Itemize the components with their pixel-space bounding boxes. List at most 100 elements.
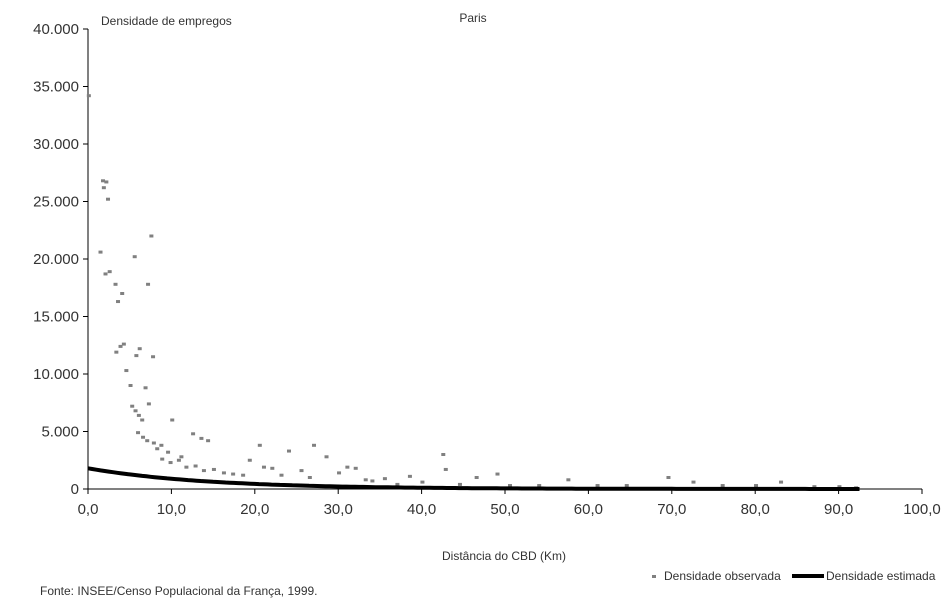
data-point [312, 444, 316, 447]
data-point [141, 436, 145, 439]
data-point [99, 251, 103, 254]
x-tick-label: 50,0 [490, 501, 519, 518]
data-point [308, 476, 312, 479]
data-point [184, 466, 188, 469]
data-point [177, 459, 181, 462]
x-tick-label: 100,0 [903, 501, 941, 518]
data-point [370, 479, 374, 482]
data-point [408, 475, 412, 478]
source-note: Fonte: INSEE/Censo Populacional da Franç… [40, 584, 318, 598]
data-point [152, 442, 156, 445]
legend-observed-label: Densidade observada [664, 569, 781, 583]
y-tick-label: 25.000 [33, 194, 79, 211]
data-point [136, 431, 140, 434]
data-point [191, 432, 195, 435]
data-point [258, 444, 262, 447]
data-point [149, 235, 153, 238]
data-point [666, 476, 670, 479]
data-point [383, 477, 387, 480]
legend-observed-marker [652, 575, 656, 578]
data-point [138, 347, 142, 350]
data-point [475, 476, 479, 479]
chart-title: Paris [459, 11, 486, 25]
x-tick-label: 70,0 [657, 501, 686, 518]
data-point [140, 419, 144, 422]
y-tick-label: 10.000 [33, 366, 79, 383]
data-point [420, 481, 424, 484]
y-tick-label: 20.000 [33, 251, 79, 268]
data-point [151, 355, 155, 358]
data-point [248, 459, 252, 462]
observed-points [87, 94, 858, 489]
data-point [108, 270, 112, 273]
data-point [155, 447, 159, 450]
y-tick-label: 5.000 [41, 424, 79, 441]
x-axis-label: Distância do CBD (Km) [442, 549, 566, 563]
x-tick-label: 60,0 [574, 501, 603, 518]
data-point [444, 468, 448, 471]
legend: Densidade observada Densidade estimada [652, 569, 936, 583]
y-axis-label: Densidade de empregos [101, 14, 232, 28]
x-tick-label: 40,0 [407, 501, 436, 518]
data-point [241, 474, 245, 477]
data-point [114, 283, 118, 286]
data-point [345, 466, 349, 469]
data-point [104, 272, 108, 275]
x-tick-label: 10,0 [157, 501, 186, 518]
x-tick-label: 80,0 [741, 501, 770, 518]
x-tick-label: 30,0 [324, 501, 353, 518]
data-point [754, 484, 758, 487]
data-point [166, 451, 170, 454]
data-point [566, 478, 570, 481]
data-point [137, 414, 141, 417]
data-point [194, 465, 198, 468]
data-point [134, 409, 138, 412]
data-point [102, 186, 106, 189]
data-point [87, 94, 91, 97]
data-point [337, 471, 341, 474]
data-point [160, 458, 164, 461]
y-axis: 0 5.000 10.000 15.000 20.000 25.000 30.000 35.0… [33, 21, 88, 498]
data-point [222, 471, 226, 474]
x-tick-label: 90,0 [824, 501, 853, 518]
y-tick-label: 40.000 [33, 21, 79, 38]
data-point [300, 469, 304, 472]
data-point [779, 481, 783, 484]
data-point [202, 469, 206, 472]
data-point [145, 439, 149, 442]
data-point [134, 354, 138, 357]
data-point [458, 483, 462, 486]
legend-estimated-label: Densidade estimada [826, 569, 936, 583]
data-point [721, 484, 725, 487]
data-point [159, 444, 163, 447]
y-tick-label: 15.000 [33, 309, 79, 326]
y-tick-label: 35.000 [33, 79, 79, 96]
data-point [122, 343, 126, 346]
data-point [170, 419, 174, 422]
data-point [354, 467, 358, 470]
data-point [114, 351, 118, 354]
y-tick-label: 30.000 [33, 136, 79, 153]
data-point [364, 478, 368, 481]
x-tick-label: 20,0 [240, 501, 269, 518]
data-point [596, 484, 600, 487]
data-point [147, 402, 151, 405]
data-point [325, 455, 329, 458]
data-point [120, 292, 124, 295]
data-point [441, 453, 445, 456]
data-point [124, 369, 128, 372]
y-tick-label: 0 [71, 481, 79, 498]
x-tick-label: 0,0 [78, 501, 99, 518]
data-point [625, 484, 629, 487]
data-point [495, 473, 499, 476]
data-point [144, 386, 148, 389]
data-point [206, 439, 210, 442]
data-point [199, 437, 203, 440]
data-point [169, 461, 173, 464]
data-point [130, 405, 134, 408]
data-point [231, 473, 235, 476]
data-point [106, 198, 110, 201]
data-point [146, 283, 150, 286]
data-point [287, 450, 291, 453]
